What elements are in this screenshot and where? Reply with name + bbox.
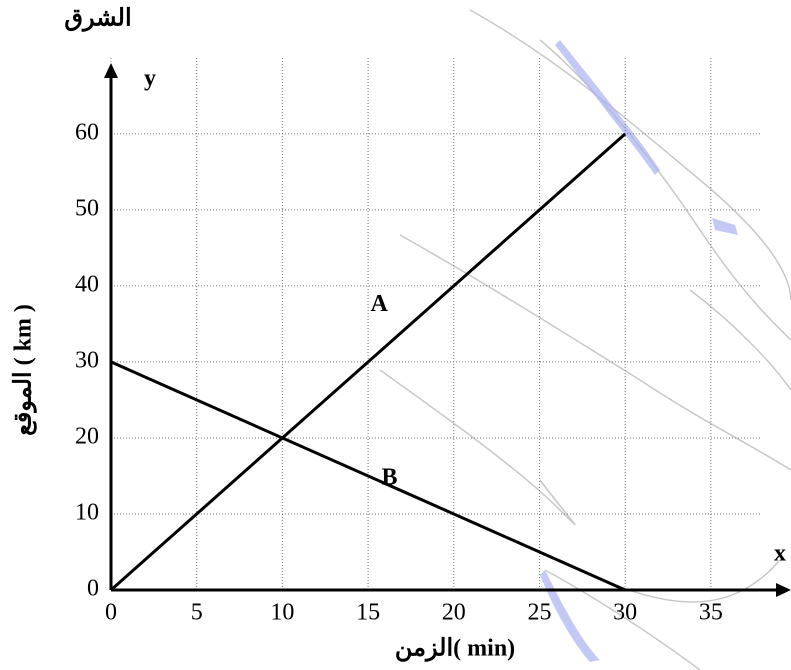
- x-axis-arrow: [776, 583, 791, 597]
- x-tick-label: 35: [699, 600, 723, 626]
- y-tick-label: 50: [75, 195, 99, 221]
- series-label: A: [371, 291, 389, 317]
- y-tick-label: 10: [75, 499, 99, 525]
- y-tick-label: 30: [75, 347, 99, 373]
- x-tick-label: 15: [356, 600, 380, 626]
- page: الشرق y x الزمن( min) الموقع ( km ) 0 5 10…: [0, 0, 791, 670]
- y-axis-arrow: [104, 63, 118, 78]
- annotation: الشرق: [64, 6, 131, 33]
- x-tick-label: 20: [442, 600, 466, 626]
- series-label: B: [381, 464, 397, 490]
- x-tick-label: 5: [191, 600, 203, 626]
- x-symbol: x: [774, 541, 786, 567]
- y-tick-label: 60: [75, 119, 99, 145]
- y-tick-label: 20: [75, 423, 99, 449]
- y-tick-label: 0: [87, 576, 99, 602]
- x-tick-label: 30: [613, 600, 637, 626]
- chart: الشرق y x الزمن( min) الموقع ( km ) 0 5 10…: [0, 0, 791, 670]
- y-symbol: y: [144, 66, 156, 92]
- x-axis-label: الزمن( min): [395, 636, 515, 663]
- y-tick-label: 40: [75, 271, 99, 297]
- x-tick-label: 0: [105, 600, 117, 626]
- y-axis-label: الموقع ( km ): [11, 304, 38, 436]
- x-tick-label: 25: [527, 600, 551, 626]
- x-tick-label: 10: [270, 600, 294, 626]
- series-line: [111, 362, 625, 590]
